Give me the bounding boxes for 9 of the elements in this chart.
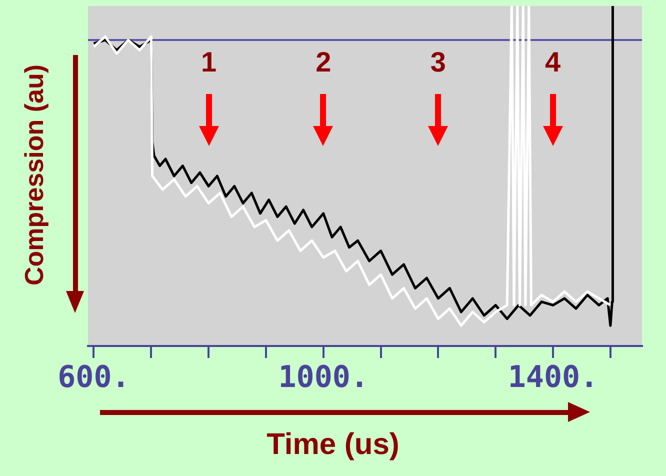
x-tick-label: 1400. — [508, 360, 598, 395]
x-tick-label: 600. — [58, 360, 130, 395]
annotation: 1 — [200, 46, 217, 78]
annotation: 3 — [430, 46, 446, 78]
annotation: 4 — [545, 46, 562, 78]
x-axis-title: Time (us) — [266, 428, 400, 462]
y-axis-title: Compression (au) — [19, 63, 49, 288]
x-tick-label: 1000. — [278, 360, 369, 395]
annotation: 2 — [316, 46, 332, 78]
